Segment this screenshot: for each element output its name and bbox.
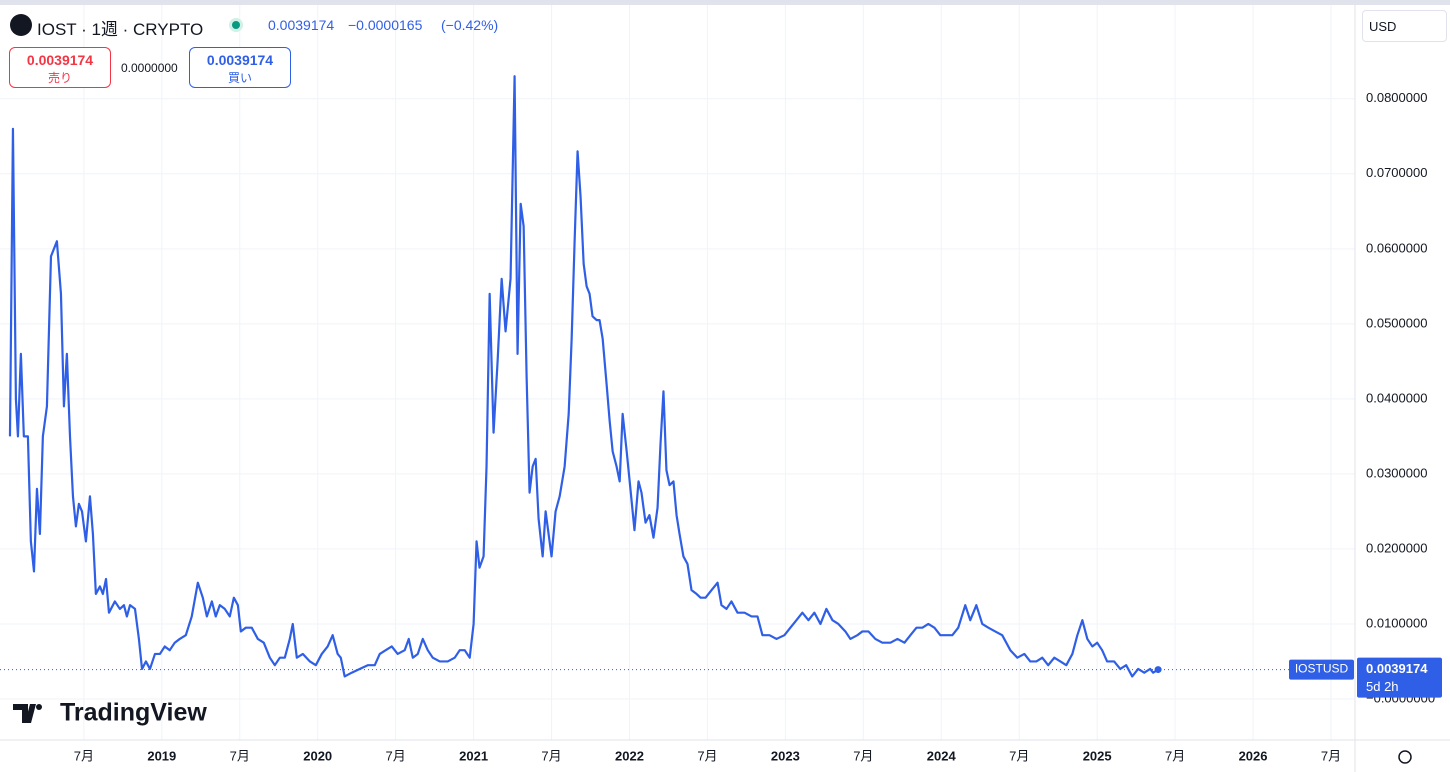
x-tick-label: 7月: [853, 748, 873, 763]
market-status: [229, 18, 243, 32]
price-label-bg: [1357, 657, 1442, 698]
currency-select[interactable]: USD: [1362, 10, 1447, 42]
x-tick-label: 2023: [771, 748, 800, 763]
header-price: 0.0039174: [268, 17, 335, 33]
y-tick-label: 0.0500000: [1366, 315, 1427, 330]
y-tick-label: 0.0200000: [1366, 540, 1427, 555]
x-tick-label: 7月: [230, 748, 250, 763]
y-tick-label: 0.0700000: [1366, 165, 1427, 180]
buy-label: 買い: [227, 71, 252, 85]
x-tick-label: 7月: [1165, 748, 1185, 763]
buy-button[interactable]: 0.0039174 買い: [189, 47, 291, 88]
x-tick-label: 7月: [1009, 748, 1029, 763]
x-tick-label: 2019: [147, 748, 176, 763]
x-tick-label: 7月: [697, 748, 717, 763]
x-tick-label: 7月: [541, 748, 561, 763]
symbol-icon: [10, 14, 32, 36]
symbol-label: IOSTUSD: [1295, 662, 1349, 676]
y-tick-label: 0.0300000: [1366, 465, 1427, 480]
y-tick-label: 0.0600000: [1366, 240, 1427, 255]
top-strip: [0, 0, 1450, 5]
price-line: [8, 75, 1159, 678]
spread: 0.0000000: [121, 61, 178, 75]
x-tick-label: 2024: [927, 748, 957, 763]
last-price-dot: [1154, 666, 1162, 674]
sell-label: 売り: [47, 71, 72, 85]
x-tick-label: 7月: [1321, 748, 1341, 763]
buy-price: 0.0039174: [206, 52, 274, 68]
header-change: −0.0000165: [348, 17, 423, 33]
x-tick-label: 2022: [615, 748, 644, 763]
y-tick-label: 0.0800000: [1366, 90, 1427, 105]
logo-text: TradingView: [60, 699, 207, 727]
grid: [0, 5, 1355, 740]
symbol-title: IOST · 1週 · CRYPTO: [37, 20, 204, 39]
countdown-label: 5d 2h: [1366, 679, 1399, 694]
logo-dot: [36, 704, 42, 710]
x-tick-label: 2025: [1083, 748, 1112, 763]
tradingview-logo: TradingView: [13, 699, 207, 727]
x-tick-label: 2026: [1239, 748, 1268, 763]
symbol-label-bg: [1289, 659, 1354, 680]
price-label: 0.0039174: [1366, 661, 1428, 676]
x-tick-label: 2020: [303, 748, 332, 763]
y-tick-label: 0.0100000: [1366, 615, 1427, 630]
y-tick-label: 0.0400000: [1366, 390, 1427, 405]
logo-icon: [13, 704, 36, 723]
sell-button[interactable]: 0.0039174 売り: [9, 47, 111, 88]
settings-icon[interactable]: [1398, 750, 1412, 764]
header-change-pct: (−0.42%): [441, 17, 499, 33]
x-tick-label: 2021: [459, 748, 488, 763]
x-tick-label: 7月: [74, 748, 94, 763]
sell-price: 0.0039174: [26, 52, 94, 68]
x-tick-label: 7月: [386, 748, 406, 763]
market-status-dot: [232, 21, 240, 29]
